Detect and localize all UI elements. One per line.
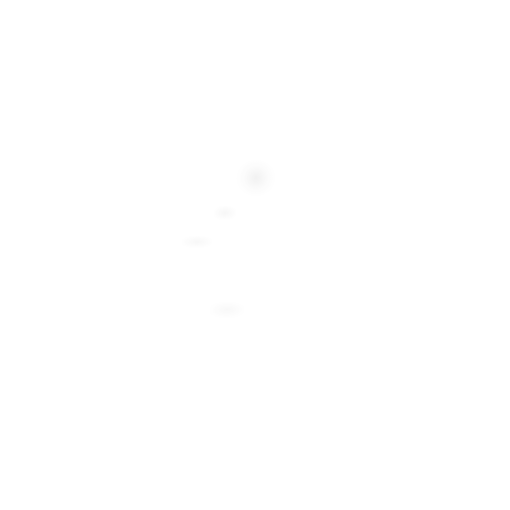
faint-artifact-left bbox=[182, 236, 212, 248]
faint-artifact-lower bbox=[210, 302, 244, 318]
faint-artifact-large bbox=[236, 160, 276, 196]
faint-artifact-small bbox=[214, 206, 236, 220]
